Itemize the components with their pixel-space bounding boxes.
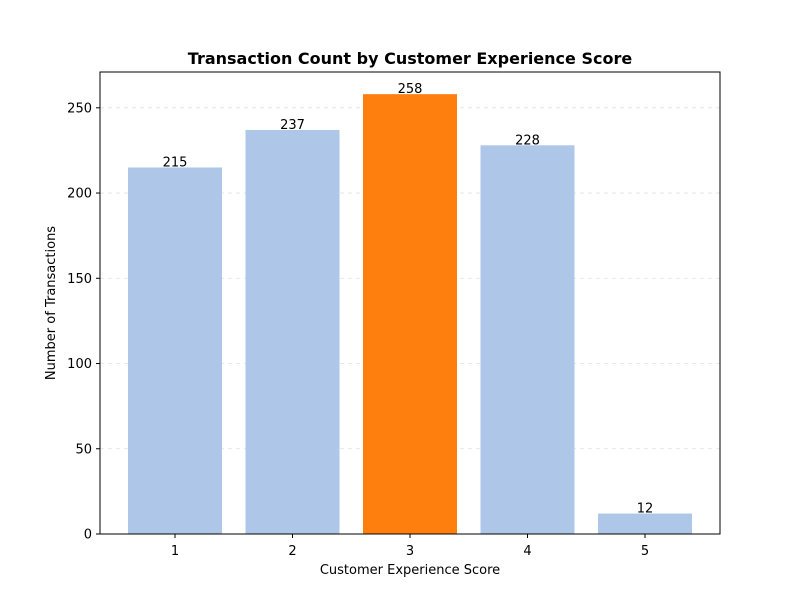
data-label: 228 [515,133,540,148]
bar-3 [363,94,457,535]
y-axis-label: Number of Transactions [44,226,59,380]
data-label: 237 [280,118,305,133]
x-tick-label: 2 [288,544,296,559]
x-axis-ticks: 1 2 3 4 5 [171,534,649,559]
x-axis-label: Customer Experience Score [320,563,500,578]
bars [128,94,692,535]
y-axis-ticks: 0 50 100 150 200 250 [67,101,100,543]
x-tick-label: 5 [641,544,649,559]
data-label: 258 [398,82,423,97]
y-tick-label: 150 [67,272,92,287]
data-labels: 215 237 258 228 12 [163,82,654,516]
x-tick-label: 1 [171,544,179,559]
bar-2 [245,129,340,534]
bar-4 [480,145,575,534]
bar-1 [128,167,222,534]
y-tick-label: 250 [67,101,92,116]
y-tick-label: 200 [67,187,92,202]
data-label: 12 [637,502,654,517]
chart-title: Transaction Count by Customer Experience… [188,49,633,68]
x-tick-label: 3 [406,544,414,559]
data-label: 215 [163,155,188,170]
y-tick-label: 50 [75,442,92,457]
bar-5 [598,513,692,534]
y-tick-label: 100 [67,357,92,372]
x-tick-label: 4 [523,544,531,559]
y-tick-label: 0 [84,528,92,543]
